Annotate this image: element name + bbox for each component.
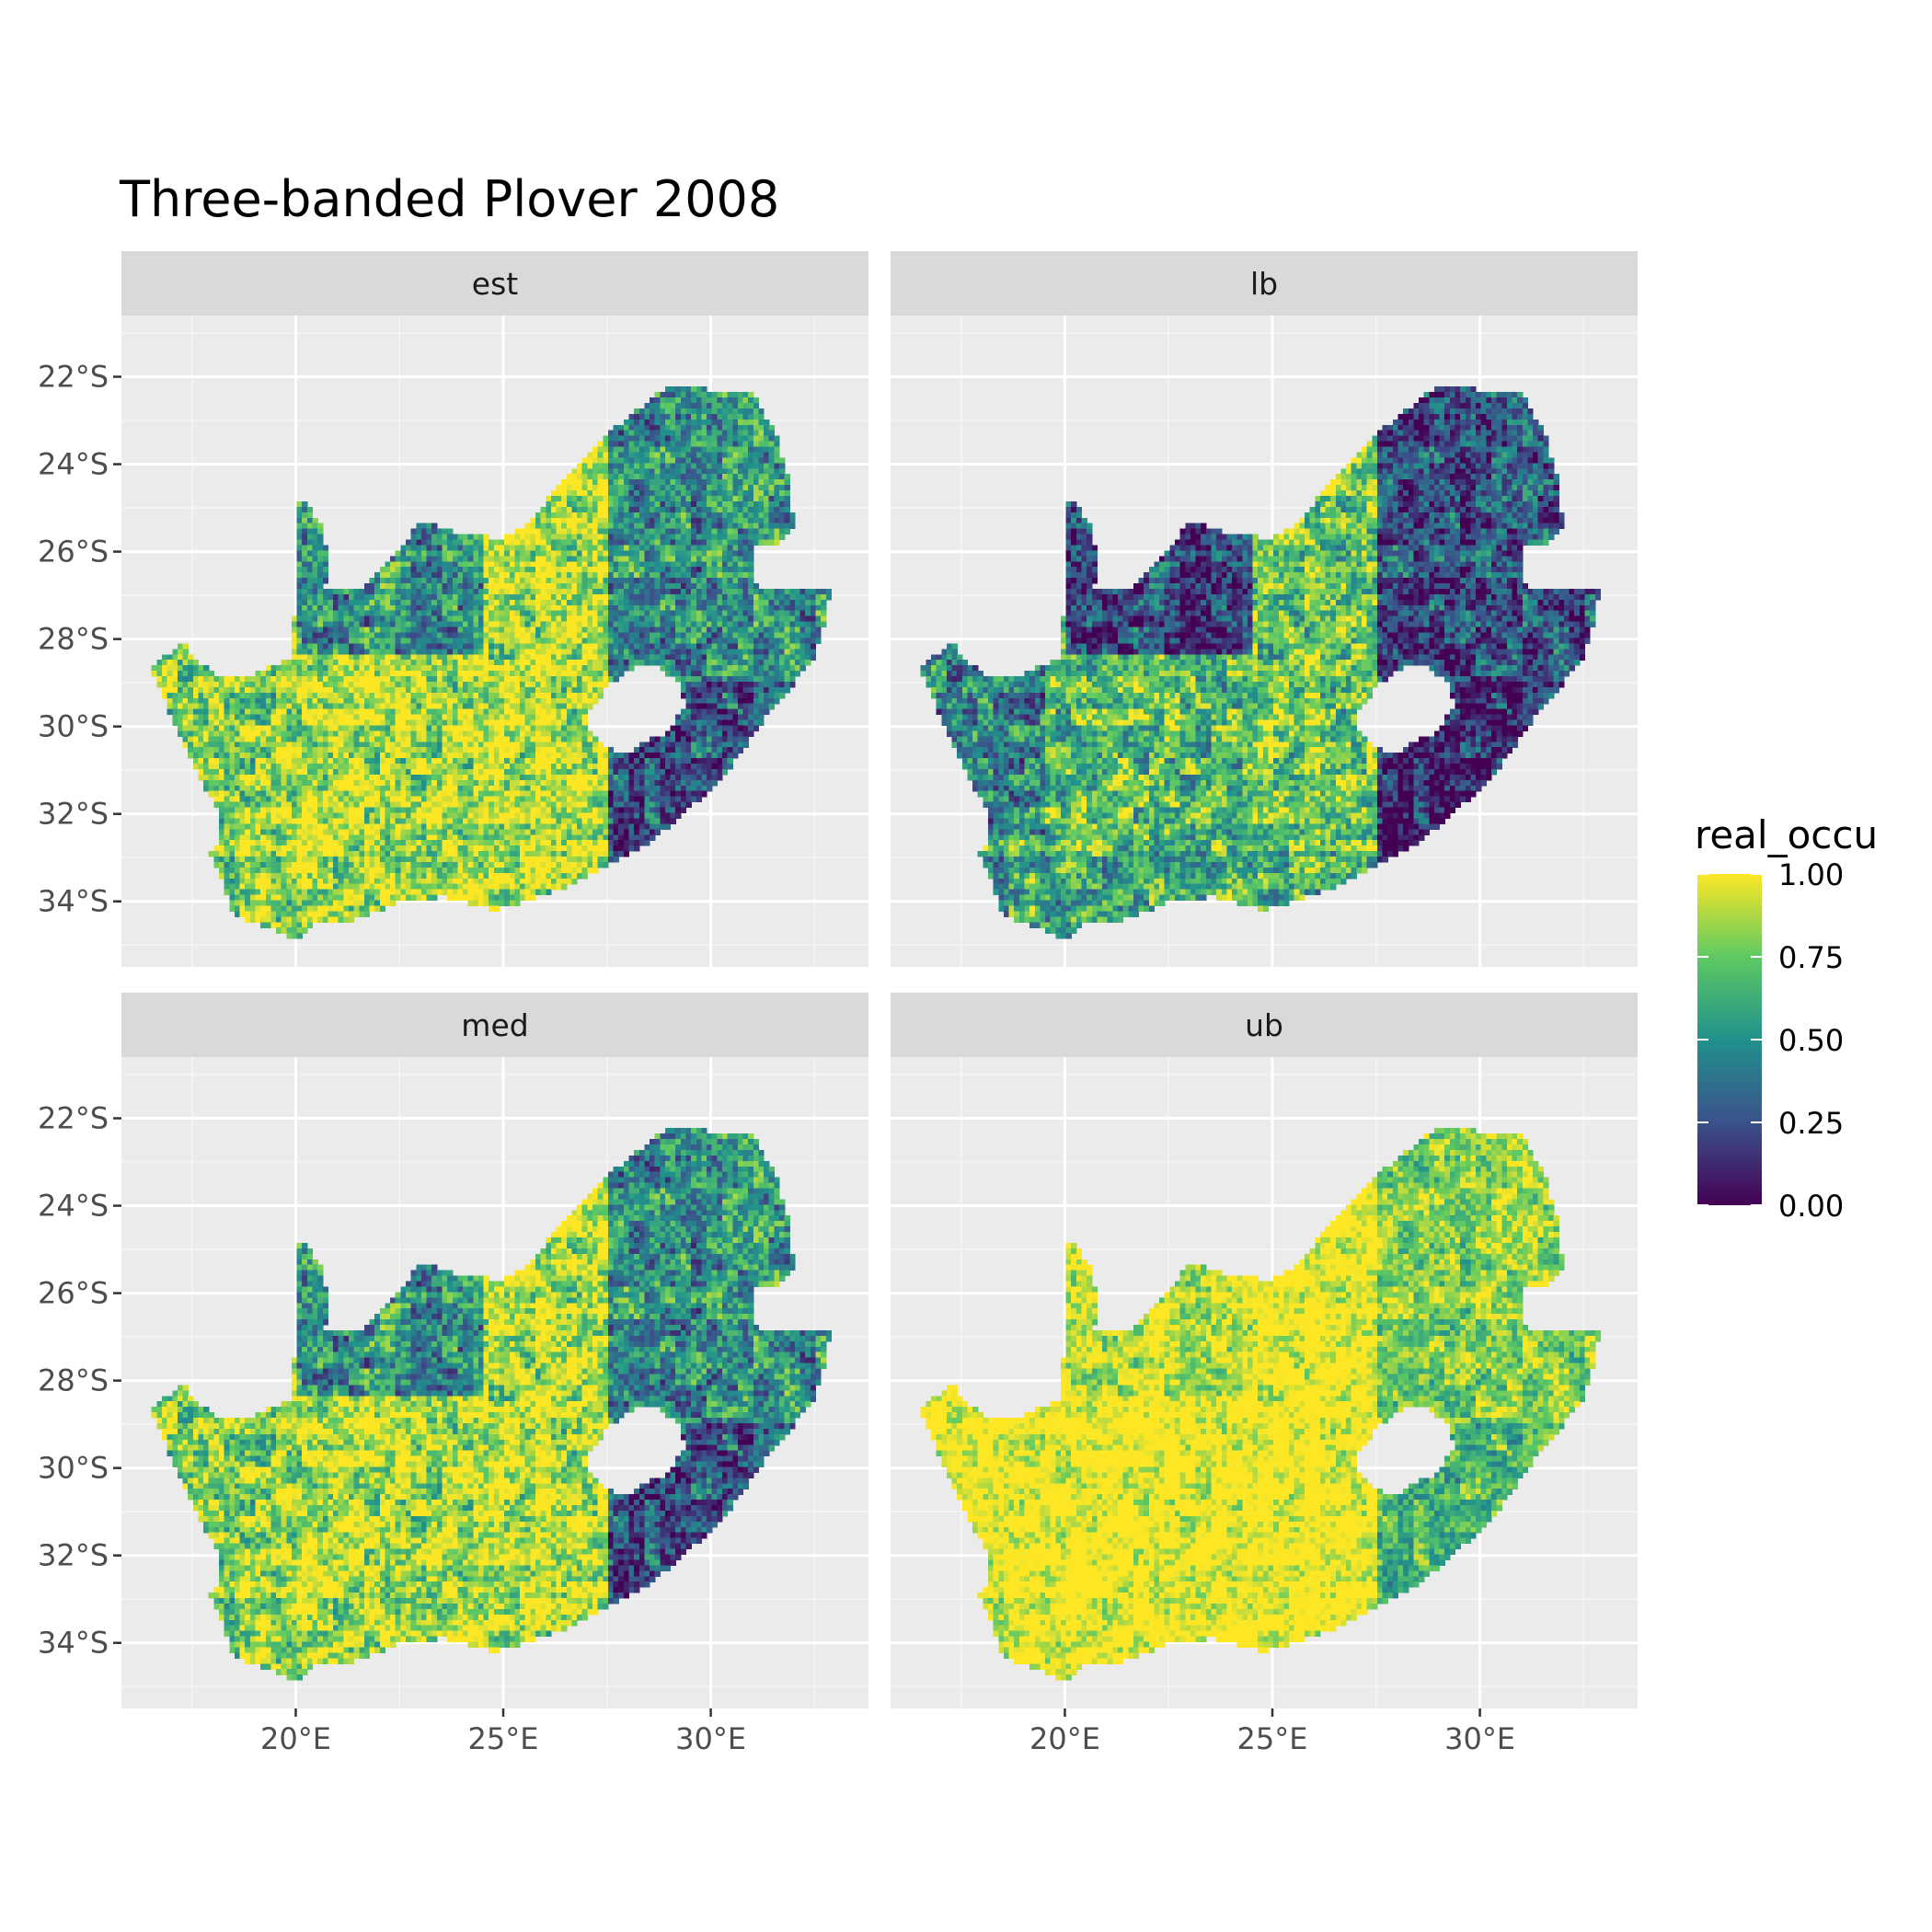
facet-strip (891, 251, 1638, 316)
y-tick-label: 26°S (38, 535, 109, 569)
x-tick-label: 20°E (260, 1721, 331, 1756)
x-tick-label: 30°E (675, 1721, 746, 1756)
y-tick-label: 22°S (38, 1101, 109, 1136)
facet-panel-lb: lb (891, 251, 1638, 967)
occupancy-raster-est (151, 386, 832, 939)
facet-strip-label: ub (1245, 1007, 1283, 1043)
x-tick-label: 20°E (1029, 1721, 1100, 1756)
facet-panel-med: med 22°S 24°S 26°S 28°S 30°S 32°S 34°S 20°E 25°E 3… (38, 993, 868, 1756)
legend-label: 1.00 (1778, 857, 1844, 892)
y-tick-label: 34°S (38, 1626, 109, 1661)
y-tick-label: 32°S (38, 797, 109, 832)
facet-strip (121, 251, 868, 316)
plot-title: Three-banded Plover 2008 (119, 170, 779, 228)
facet-strip (121, 993, 868, 1057)
x-tick-label: 25°E (468, 1721, 539, 1756)
facet-strip-label: est (472, 266, 518, 302)
y-tick-label: 24°S (38, 447, 109, 482)
occupancy-raster-lb (920, 386, 1601, 939)
legend-label: 0.75 (1778, 940, 1844, 975)
x-tick-label: 25°E (1237, 1721, 1308, 1756)
facet-panels: est 22°S 24°S 26°S 28°S 30°S 32°S 34°S lb med 22°S… (38, 251, 1638, 1756)
legend-label: 0.25 (1778, 1106, 1844, 1141)
y-tick-label: 30°S (38, 709, 109, 744)
facet-strip (891, 993, 1638, 1057)
legend-label: 0.00 (1778, 1189, 1844, 1224)
occupancy-raster-med (151, 1128, 832, 1681)
facet-strip-label: med (461, 1007, 528, 1043)
occupancy-raster-ub (920, 1128, 1601, 1681)
y-tick-label: 22°S (38, 360, 109, 395)
facet-strip-label: lb (1250, 266, 1278, 302)
legend-title: real_occu (1695, 812, 1878, 857)
y-tick-label: 28°S (38, 1363, 109, 1398)
y-tick-label: 30°S (38, 1451, 109, 1486)
y-tick-label: 24°S (38, 1189, 109, 1224)
facet-panel-est: est 22°S 24°S 26°S 28°S 30°S 32°S 34°S (38, 251, 868, 967)
facet-panel-ub: ub 20°E 25°E 30°E (891, 993, 1638, 1756)
y-tick-label: 32°S (38, 1538, 109, 1573)
legend-label: 0.50 (1778, 1023, 1844, 1058)
y-tick-label: 34°S (38, 884, 109, 919)
y-tick-label: 28°S (38, 622, 109, 657)
x-tick-label: 30°E (1444, 1721, 1515, 1756)
y-tick-label: 26°S (38, 1276, 109, 1311)
